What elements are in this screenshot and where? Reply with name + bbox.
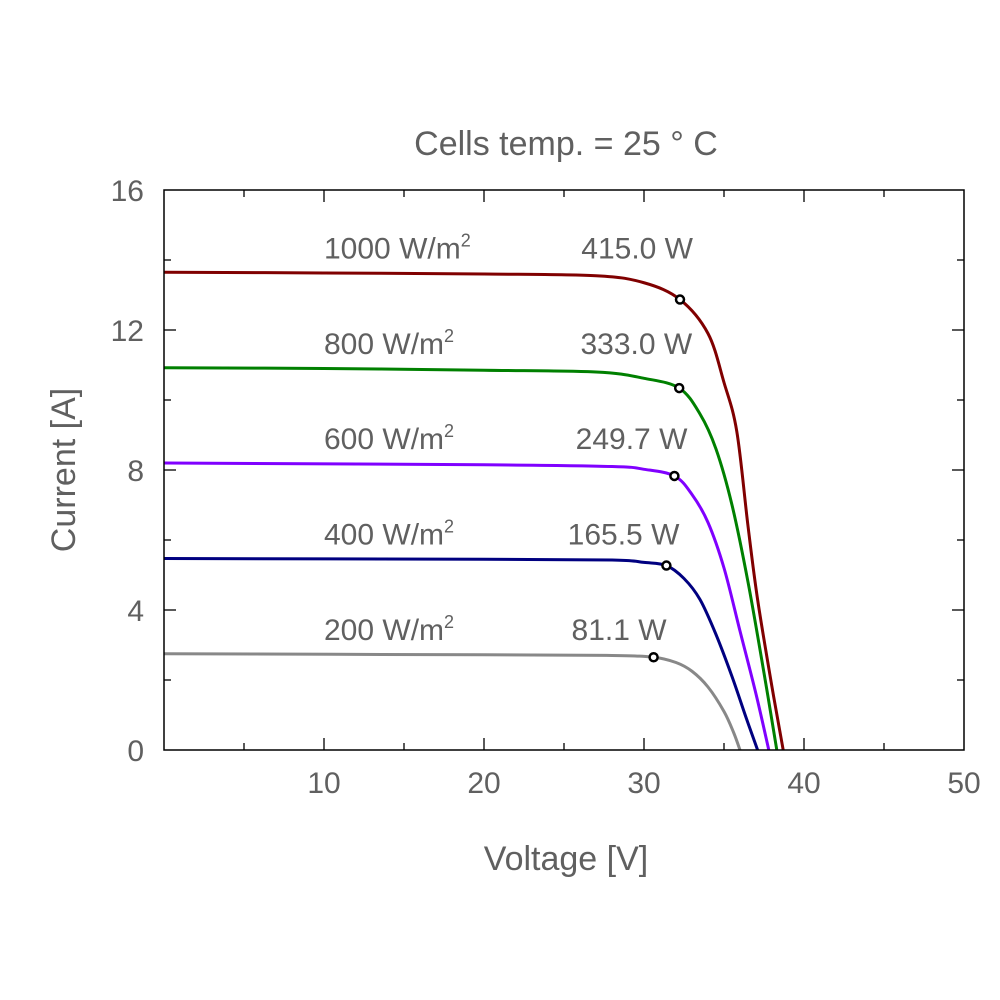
mpp-marker-3: [661, 560, 672, 571]
irradiance-label-4: 200 W/m2: [324, 612, 454, 647]
irradiance-label-0: 1000 W/m2: [324, 230, 471, 265]
chart-title: Cells temp. = 25 ° C: [414, 125, 718, 163]
x-tick-label: 10: [307, 767, 340, 800]
superscript: 2: [444, 517, 454, 537]
x-tick-label: 20: [467, 767, 500, 800]
power-label-0: 415.0 W: [581, 232, 693, 265]
power-label-4: 81.1 W: [572, 614, 668, 647]
irradiance-label-2: 600 W/m2: [324, 421, 454, 456]
series-line-3: [163, 557, 760, 751]
superscript: 2: [444, 326, 454, 346]
mpp-marker-1: [673, 382, 685, 394]
y-tick-label: 0: [127, 735, 144, 768]
superscript: 2: [444, 612, 454, 632]
irradiance-label-1: 800 W/m2: [324, 326, 454, 361]
x-tick-label: 30: [627, 767, 660, 800]
y-tick-label: 8: [127, 455, 144, 488]
series-line-0: [163, 270, 785, 751]
series-line-2: [163, 461, 771, 751]
power-label-1: 333.0 W: [580, 328, 692, 361]
power-label-2: 249.7 W: [576, 423, 688, 456]
plot-frame: [163, 189, 965, 751]
x-axis-label: Voltage [V]: [484, 840, 648, 878]
superscript: 2: [444, 421, 454, 441]
mpp-marker-4: [648, 652, 659, 663]
y-tick-label: 12: [111, 315, 144, 348]
x-tick-label: 40: [787, 767, 820, 800]
x-tick-label: 50: [947, 767, 980, 800]
y-tick-label: 16: [111, 175, 144, 208]
superscript: 2: [461, 230, 471, 250]
y-axis-label: Current [A]: [45, 388, 83, 552]
series-line-4: [163, 652, 742, 751]
irradiance-label-3: 400 W/m2: [324, 517, 454, 552]
mpp-marker-2: [669, 470, 680, 482]
power-label-3: 165.5 W: [568, 519, 680, 552]
y-tick-label: 4: [127, 595, 144, 628]
mpp-marker-0: [674, 294, 686, 305]
